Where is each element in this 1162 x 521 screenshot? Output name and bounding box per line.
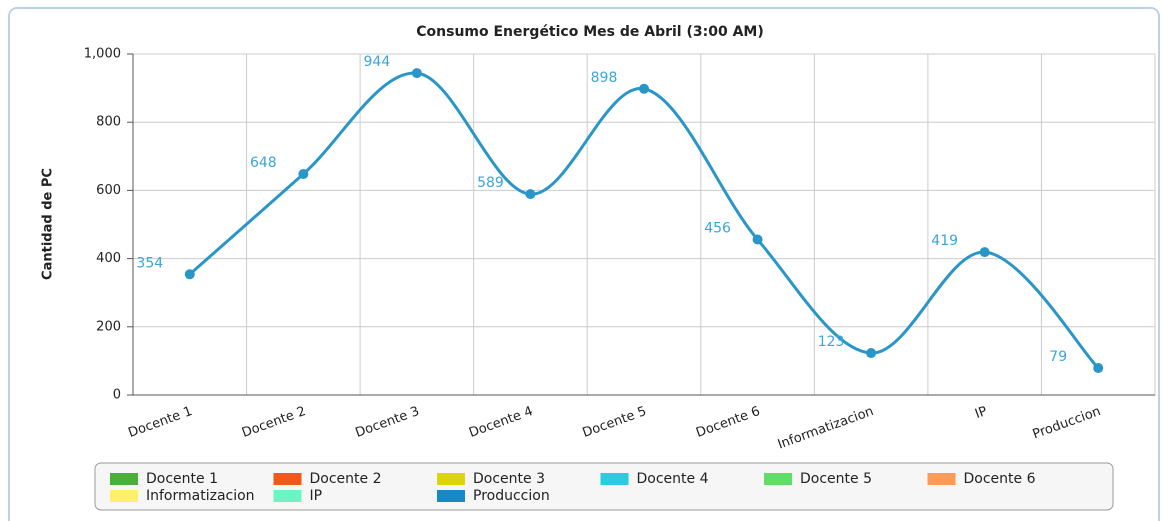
point bbox=[1093, 363, 1104, 374]
plot-area bbox=[132, 53, 1156, 396]
value-label: 944 bbox=[364, 54, 391, 70]
point bbox=[525, 189, 536, 200]
point bbox=[639, 83, 649, 94]
y-tick-label: 400 bbox=[96, 251, 121, 266]
legend-swatch bbox=[110, 473, 138, 485]
point bbox=[411, 68, 422, 79]
y-tick-label: 0 bbox=[113, 388, 121, 403]
legend-swatch bbox=[273, 490, 302, 502]
value-label: 589 bbox=[477, 175, 504, 191]
point bbox=[298, 169, 309, 180]
legend-label: IP bbox=[310, 488, 323, 504]
legend-label: Docente 6 bbox=[964, 471, 1036, 487]
legend-label: Docente 2 bbox=[310, 471, 382, 487]
legend-label: Docente 5 bbox=[800, 471, 872, 487]
legend-swatch bbox=[600, 473, 629, 485]
legend-label: Docente 4 bbox=[637, 471, 709, 487]
legend-label: Docente 3 bbox=[473, 471, 545, 487]
legend-label: Docente 1 bbox=[146, 471, 218, 487]
chart-title: Consumo Energético Mes de Abril (3:00 AM… bbox=[416, 24, 763, 40]
legend-label: Produccion bbox=[473, 488, 550, 504]
y-tick-label: 200 bbox=[96, 319, 121, 334]
y-tick-label: 600 bbox=[96, 183, 121, 198]
legend-swatch bbox=[927, 473, 956, 485]
value-label: 79 bbox=[1049, 349, 1067, 365]
point bbox=[184, 269, 195, 280]
value-label: 898 bbox=[591, 70, 618, 86]
legend-swatch bbox=[437, 490, 465, 502]
legend-swatch bbox=[273, 473, 302, 485]
legend-label: Informatizacion bbox=[146, 488, 255, 504]
value-label: 456 bbox=[704, 221, 731, 237]
legend-swatch bbox=[764, 473, 792, 485]
point bbox=[979, 247, 990, 258]
legend-swatch bbox=[437, 473, 465, 485]
legend bbox=[94, 462, 1114, 511]
value-label: 123 bbox=[818, 334, 845, 350]
point bbox=[752, 234, 763, 245]
y-tick-label: 800 bbox=[96, 115, 121, 130]
y-axis-label: Cantidad de PC bbox=[41, 168, 56, 280]
x-tick-label: IP bbox=[973, 404, 989, 422]
value-label: 354 bbox=[136, 255, 163, 271]
point bbox=[866, 348, 877, 359]
value-label: 419 bbox=[931, 233, 958, 249]
legend-swatch bbox=[110, 490, 138, 502]
value-label: 648 bbox=[250, 155, 277, 171]
y-tick-label: 1,000 bbox=[84, 47, 121, 62]
